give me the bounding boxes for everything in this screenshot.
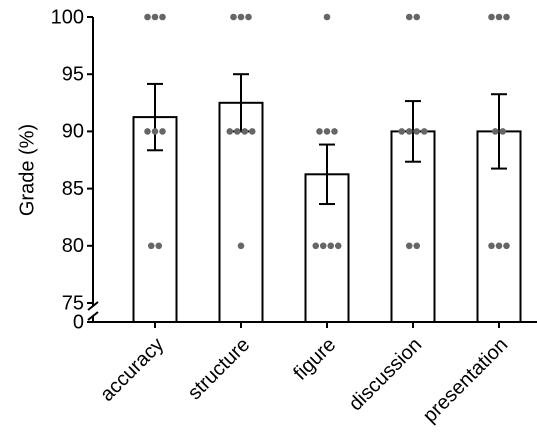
axis-break (87, 301, 99, 311)
data-point (499, 128, 507, 135)
data-point (405, 128, 413, 135)
data-point (237, 13, 245, 21)
data-point (503, 13, 510, 21)
data-point (233, 128, 241, 135)
x-tick-label: presentation (419, 334, 512, 427)
data-point (151, 128, 159, 135)
y-tick-label: 85 (62, 178, 84, 200)
bar (390, 130, 436, 323)
data-point (503, 242, 510, 250)
data-point (405, 13, 413, 21)
data-point (144, 128, 151, 135)
data-point (323, 13, 331, 21)
y-tick-label: 75 (62, 292, 84, 314)
data-point (327, 242, 335, 250)
data-point (312, 242, 320, 250)
data-point (334, 242, 342, 250)
data-point (319, 242, 327, 250)
data-point (230, 13, 237, 21)
bar (132, 116, 178, 323)
data-point (159, 128, 166, 135)
data-point (495, 13, 503, 21)
data-point (488, 242, 495, 250)
data-point (488, 13, 495, 21)
y-tick-label: 80 (62, 235, 84, 257)
y-tick-label: 95 (62, 63, 84, 85)
bar (218, 101, 264, 323)
axis-break (87, 311, 99, 321)
data-point (398, 128, 406, 135)
x-tick-label: discussion (345, 334, 427, 416)
y-tick-label: 0 (73, 311, 84, 333)
data-point (413, 13, 421, 21)
data-point (248, 128, 256, 135)
data-point (316, 128, 323, 135)
data-point (491, 128, 499, 135)
y-tick-label: 100 (51, 6, 84, 28)
data-point (147, 242, 155, 250)
data-point (144, 13, 151, 21)
data-point (323, 128, 331, 135)
x-tick-label: structure (184, 334, 255, 405)
data-point (237, 242, 245, 250)
data-point (420, 128, 428, 135)
data-point (331, 128, 338, 135)
data-point (413, 242, 421, 250)
data-point (226, 128, 234, 135)
y-axis-label: Grade (%) (16, 124, 38, 216)
data-point (159, 13, 166, 21)
data-point (241, 128, 249, 135)
data-point (413, 128, 421, 135)
x-tick-label: accuracy (96, 334, 168, 406)
data-point (151, 13, 159, 21)
y-tick-label: 90 (62, 121, 84, 143)
data-point (495, 242, 503, 250)
data-point (155, 242, 163, 250)
x-tick-label: figure (289, 334, 340, 385)
data-point (405, 242, 413, 250)
data-point (245, 13, 252, 21)
